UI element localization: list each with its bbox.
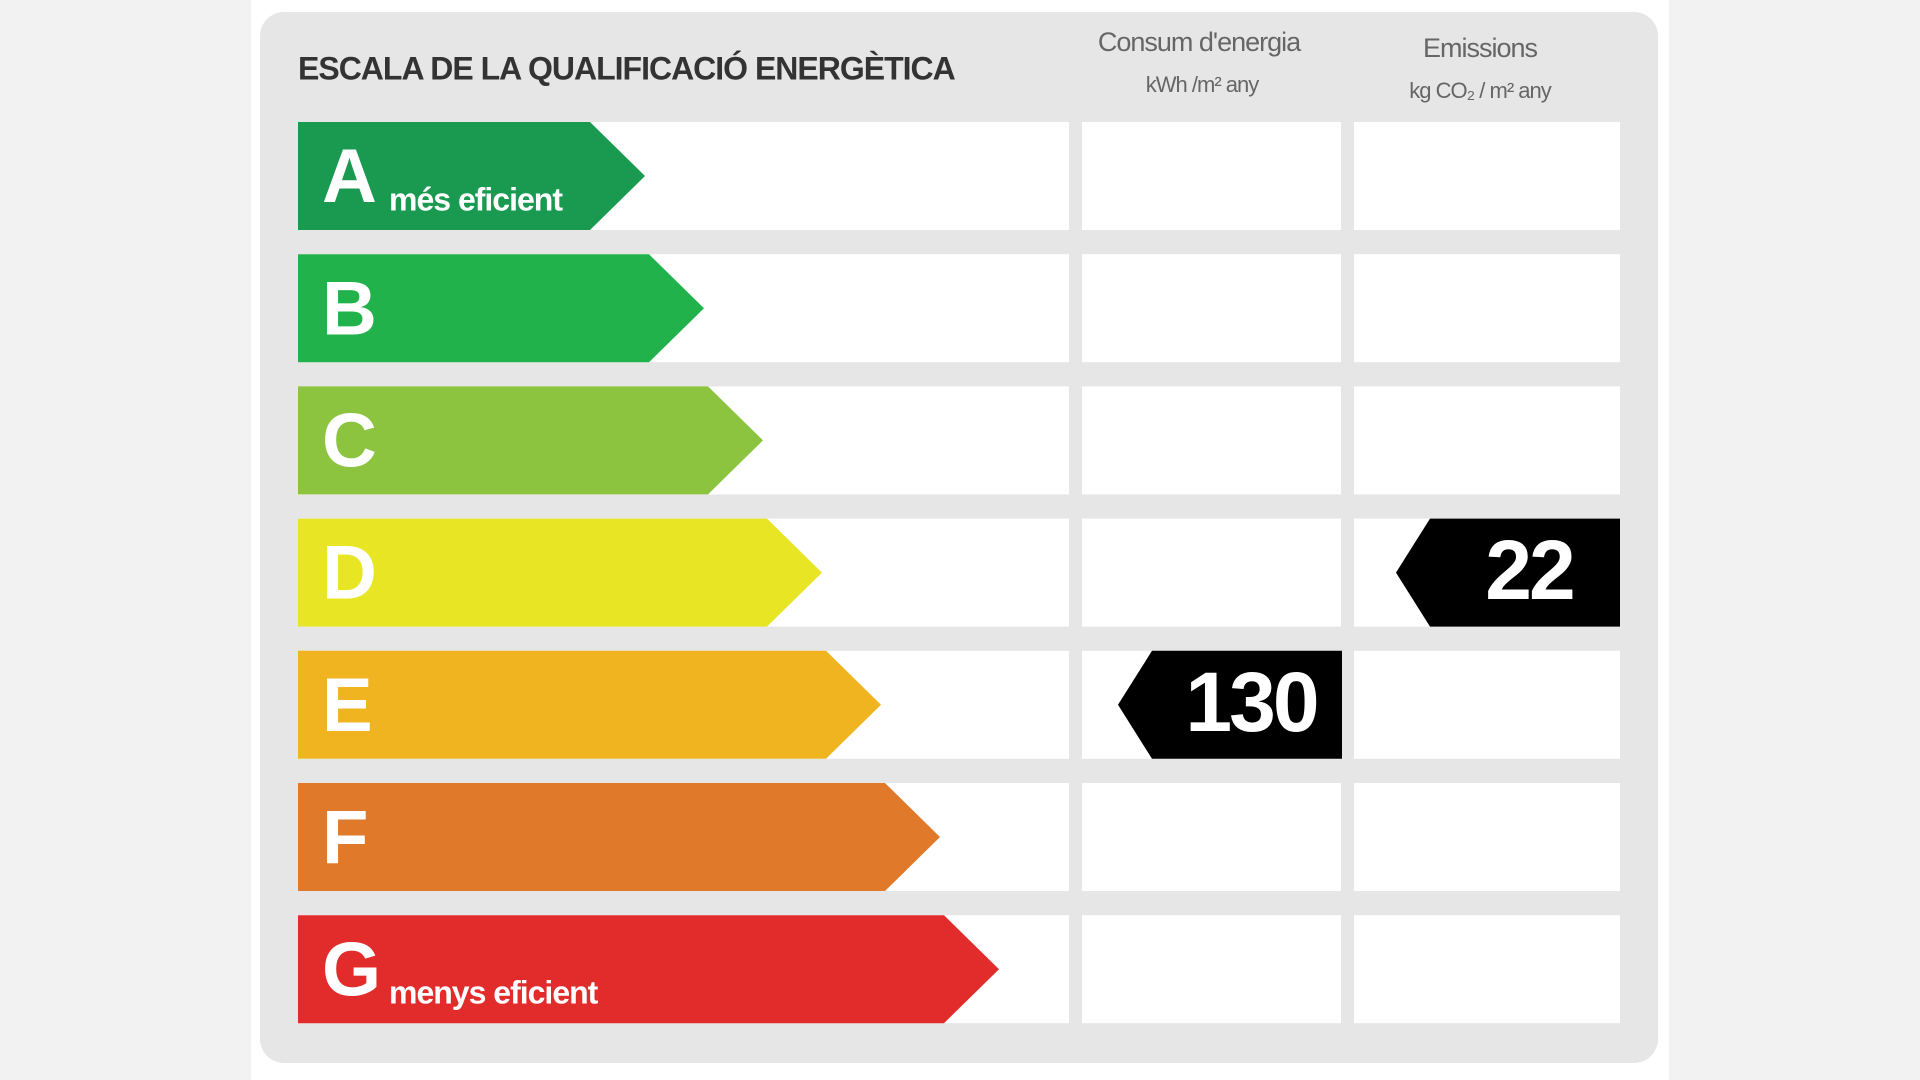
value-badge <box>1396 518 1620 627</box>
consumption-cell <box>1082 254 1341 363</box>
value-label: 130 <box>1185 655 1316 749</box>
rating-arrow <box>298 386 763 495</box>
rating-caption: menys eficient <box>389 975 599 1011</box>
rating-arrow <box>298 915 999 1024</box>
value-label: 22 <box>1485 523 1573 617</box>
column-header: Consum d'energia <box>1098 27 1302 57</box>
emissions-cell <box>1354 254 1620 363</box>
rating-arrow <box>298 518 822 627</box>
column-header: Emissions <box>1423 33 1538 63</box>
value-badge <box>1118 650 1342 759</box>
rating-letter: B <box>322 266 377 351</box>
emissions-cell <box>1354 783 1620 891</box>
rating-letter: C <box>322 398 377 483</box>
emissions-cell <box>1354 386 1620 495</box>
consumption-cell <box>1082 122 1341 230</box>
rating-arrow <box>298 650 881 759</box>
rating-letter: G <box>322 927 381 1012</box>
rating-letter: E <box>322 663 373 748</box>
consumption-cell <box>1082 783 1341 891</box>
consumption-cell <box>1082 386 1341 495</box>
emissions-cell <box>1354 915 1620 1024</box>
rating-letter: F <box>322 795 368 880</box>
rating-arrow <box>298 122 645 230</box>
consumption-cell <box>1082 915 1341 1024</box>
title: ESCALA DE LA QUALIFICACIÓ ENERGÈTICA <box>298 50 956 86</box>
rating-letter: D <box>322 531 377 616</box>
consumption-cell <box>1082 518 1341 627</box>
rating-arrow <box>298 254 704 363</box>
emissions-cell <box>1354 650 1620 759</box>
column-units: kWh /m² any <box>1146 72 1259 97</box>
emissions-cell <box>1354 122 1620 230</box>
rating-caption: més eficient <box>389 181 563 217</box>
rating-letter: A <box>322 134 377 219</box>
rating-arrow <box>298 783 940 891</box>
column-units: kg CO₂ / m² any <box>1409 78 1551 103</box>
